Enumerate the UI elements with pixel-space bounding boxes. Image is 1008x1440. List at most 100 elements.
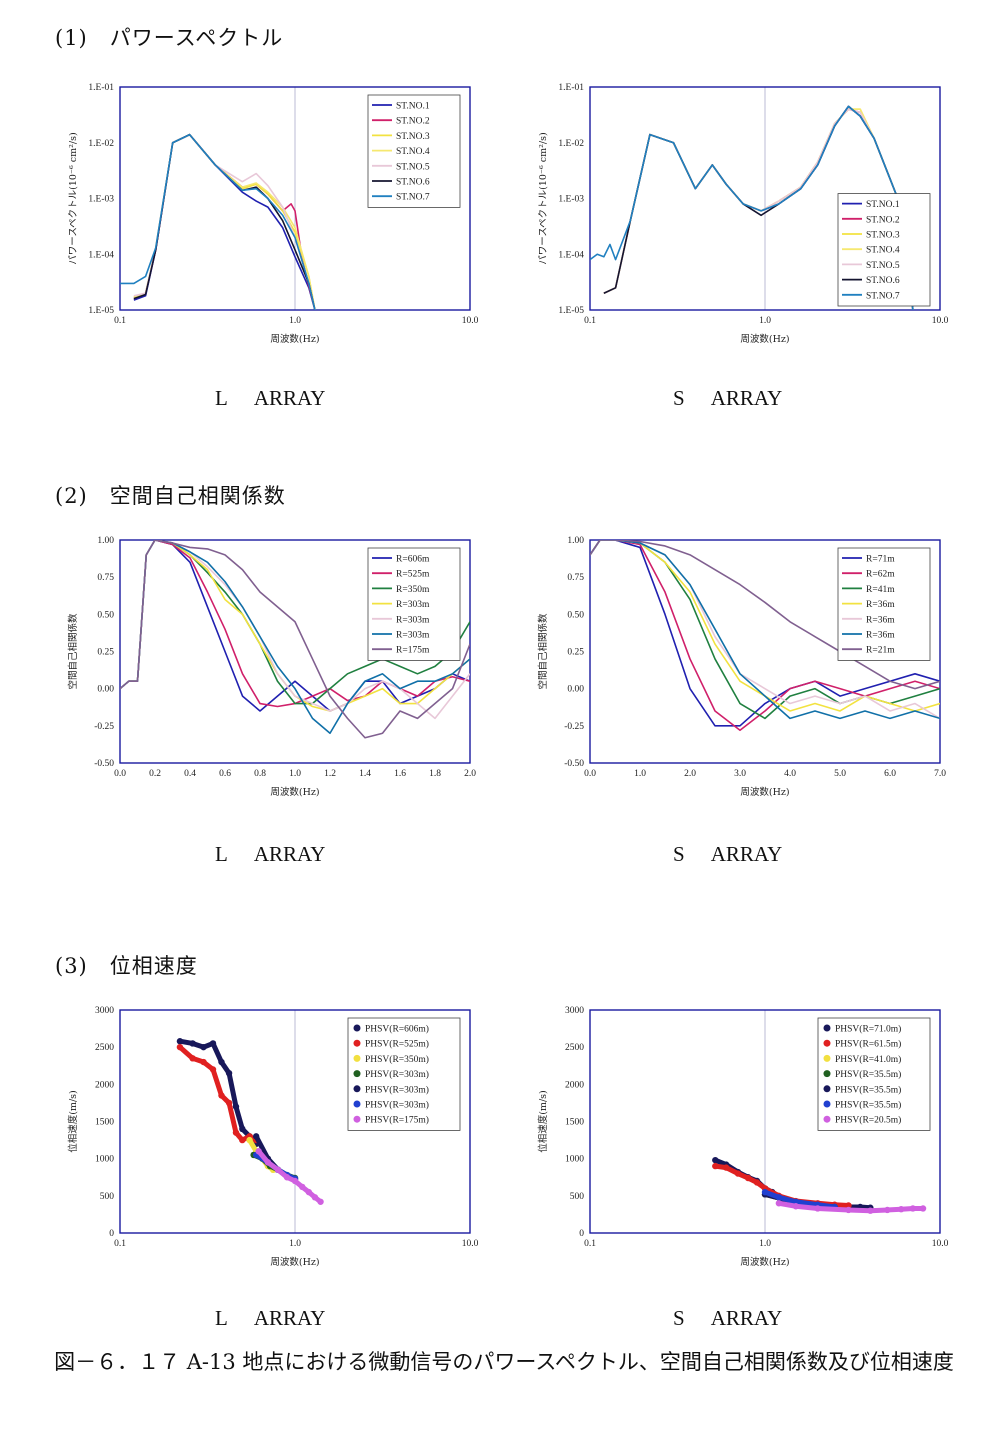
legend-label: R=36m	[866, 615, 895, 625]
plot-border	[589, 1009, 941, 1234]
data-point	[867, 1207, 874, 1214]
data-point	[317, 1198, 324, 1205]
legend-label: R=36m	[866, 631, 895, 641]
legend-label: R=606m	[396, 555, 430, 565]
data-point	[232, 1103, 240, 1110]
y-tick-label: 1.E-02	[558, 139, 584, 149]
y-tick-label: 1.E-01	[558, 83, 584, 93]
x-tick-label: 1.8	[429, 769, 441, 779]
legend-marker	[823, 1115, 831, 1123]
y-tick-label: 1500	[565, 1118, 584, 1128]
x-axis-label: 周波数(Hz)	[740, 786, 789, 798]
x-tick-label: 0.4	[184, 769, 196, 779]
legend-marker	[823, 1070, 831, 1078]
legend-label: R=303m	[396, 631, 430, 641]
x-tick-label: 2.0	[684, 769, 696, 779]
legend-label: ST.NO.3	[396, 132, 430, 142]
legend-marker	[353, 1085, 361, 1093]
y-tick-label: 0.75	[567, 573, 584, 583]
legend-label: ST.NO.1	[396, 102, 430, 112]
data-point	[734, 1170, 742, 1177]
series-line	[590, 540, 940, 690]
data-point	[200, 1058, 207, 1066]
x-tick-label: 6.0	[884, 769, 896, 779]
legend-label: ST.NO.6	[866, 276, 900, 286]
y-axis-label: 位相速度(m/s)	[67, 1090, 79, 1153]
y-tick-label: 0.25	[567, 648, 584, 658]
legend-label: R=175m	[396, 646, 430, 656]
x-tick-label: 0.1	[584, 316, 596, 326]
legend-marker	[353, 1024, 361, 1032]
y-tick-label: -0.50	[94, 759, 114, 769]
data-point	[897, 1206, 905, 1213]
y-tick-label: 1.00	[567, 536, 584, 546]
legend-label: PHSV(R=61.5m)	[835, 1039, 901, 1050]
y-tick-label: -0.25	[564, 722, 584, 732]
x-tick-label: 0.1	[114, 316, 126, 326]
legend-label: PHSV(R=71.0m)	[835, 1024, 901, 1035]
data-point	[176, 1038, 184, 1045]
legend-marker	[353, 1054, 361, 1062]
series-line	[133, 133, 316, 310]
y-tick-label: 1000	[565, 1155, 584, 1165]
chart-phase-velocity-l: 0.1 1.0 10.0 0 500 1000 1500 2000 2500 3000 周波数(Hz…	[50, 998, 480, 1278]
series-line	[133, 133, 316, 310]
array-label-l: L ARRAY	[215, 1306, 326, 1330]
legend-label: ST.NO.2	[396, 117, 430, 127]
legend-box	[347, 1017, 461, 1131]
data-point	[232, 1129, 240, 1136]
legend-label: R=350m	[396, 585, 430, 595]
x-tick-label: 10.0	[462, 316, 479, 326]
data-point	[311, 1194, 319, 1201]
series-line	[133, 133, 316, 310]
data-point	[225, 1099, 233, 1107]
x-tick-label: 0.8	[254, 769, 266, 779]
x-tick-label: 1.6	[394, 769, 406, 779]
y-tick-label: 1.E-05	[558, 306, 584, 316]
legend-label: PHSV(R=606m)	[365, 1024, 429, 1035]
legend-label: R=71m	[866, 555, 895, 565]
y-axis-label: パワースペクトル(10⁻⁶ cm²/s)	[68, 132, 79, 264]
legend-label: ST.NO.7	[396, 193, 430, 203]
series-line	[120, 133, 316, 310]
data-point	[209, 1040, 217, 1047]
legend-label: R=525m	[396, 570, 430, 580]
y-tick-label: 1000	[95, 1155, 114, 1165]
data-point	[919, 1205, 927, 1212]
data-point	[252, 1133, 260, 1140]
y-axis-label: 空間自己相関係数	[67, 613, 79, 690]
legend-label: PHSV(R=35.5m)	[835, 1100, 901, 1111]
array-label-s: S ARRAY	[673, 842, 783, 866]
series-trace	[177, 1044, 259, 1143]
array-label-s: S ARRAY	[673, 386, 783, 410]
data-point	[200, 1043, 207, 1051]
legend-label: R=62m	[866, 570, 895, 580]
y-tick-label: 3000	[565, 1006, 584, 1016]
data-point	[189, 1040, 196, 1047]
chart-spac-l: 0.0 0.2 0.4 0.6 0.8 1.0 1.2 1.4 1.6 1.8 2.0 -0.50 -0…	[50, 528, 480, 808]
legend-label: R=303m	[396, 600, 430, 610]
y-tick-label: 0.50	[567, 610, 584, 620]
data-point	[189, 1055, 196, 1062]
y-tick-label: 0.00	[97, 685, 114, 695]
x-tick-label: 7.0	[934, 769, 946, 779]
legend-label: PHSV(R=350m)	[365, 1054, 429, 1065]
x-tick-label: 0.0	[584, 769, 596, 779]
section-title-phase-velocity: (3) 位相速度	[55, 954, 198, 978]
x-tick-label: 1.4	[359, 769, 371, 779]
x-axis-label: 周波数(Hz)	[740, 1256, 789, 1268]
data-point	[225, 1069, 233, 1077]
section-title-spac: (2) 空間自己相関係数	[55, 484, 286, 508]
legend-label: PHSV(R=35.5m)	[835, 1069, 901, 1080]
legend-label: ST.NO.6	[396, 178, 430, 188]
data-point	[884, 1206, 891, 1214]
data-point	[845, 1202, 852, 1209]
array-label-l: L ARRAY	[215, 842, 326, 866]
data-point	[845, 1206, 852, 1214]
plot-border	[119, 539, 471, 764]
chart-spac-s: 0.0 1.0 2.0 3.0 4.0 5.0 6.0 7.0 -0.50 -0.25 0.00 0.…	[520, 528, 950, 808]
legend-label: ST.NO.5	[866, 261, 900, 271]
plot-border	[589, 539, 941, 764]
x-tick-label: 10.0	[932, 1239, 949, 1249]
legend-marker	[823, 1054, 831, 1062]
